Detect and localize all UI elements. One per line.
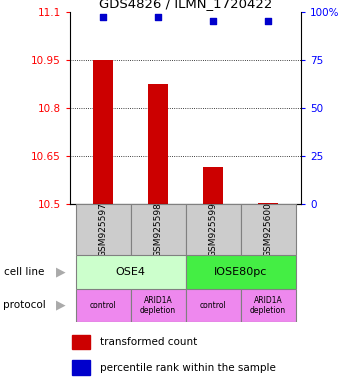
Text: IOSE80pc: IOSE80pc [214, 267, 267, 277]
Text: GSM925599: GSM925599 [209, 202, 217, 257]
Text: GSM925598: GSM925598 [154, 202, 162, 257]
Point [100, 14, 106, 20]
Text: control: control [199, 301, 226, 310]
Bar [258, 203, 278, 204]
Bar [186, 255, 295, 289]
Bar [72, 360, 90, 375]
Bar [76, 255, 186, 289]
Point [265, 18, 271, 24]
Bar [131, 204, 186, 255]
Text: protocol: protocol [4, 300, 46, 310]
Bar [186, 204, 240, 255]
Text: control: control [90, 301, 116, 310]
Bar [203, 167, 223, 204]
Bar [186, 289, 240, 322]
Title: GDS4826 / ILMN_1720422: GDS4826 / ILMN_1720422 [99, 0, 272, 10]
Bar [76, 204, 131, 255]
Text: percentile rank within the sample: percentile rank within the sample [100, 362, 276, 372]
Bar [76, 289, 131, 322]
Point [210, 18, 216, 24]
Text: GSM925597: GSM925597 [98, 202, 107, 257]
Point [155, 14, 161, 20]
Text: OSE4: OSE4 [116, 267, 146, 277]
Text: transformed count: transformed count [100, 337, 197, 347]
Text: GSM925600: GSM925600 [264, 202, 273, 257]
Bar [240, 289, 295, 322]
Bar [72, 334, 90, 349]
Bar [131, 289, 186, 322]
Text: ARID1A
depletion: ARID1A depletion [140, 296, 176, 315]
Text: ▶: ▶ [56, 299, 66, 312]
Text: ARID1A
depletion: ARID1A depletion [250, 296, 286, 315]
Bar [148, 84, 168, 204]
Bar [240, 204, 295, 255]
Text: ▶: ▶ [56, 265, 66, 278]
Bar [93, 60, 113, 204]
Text: cell line: cell line [4, 267, 44, 277]
